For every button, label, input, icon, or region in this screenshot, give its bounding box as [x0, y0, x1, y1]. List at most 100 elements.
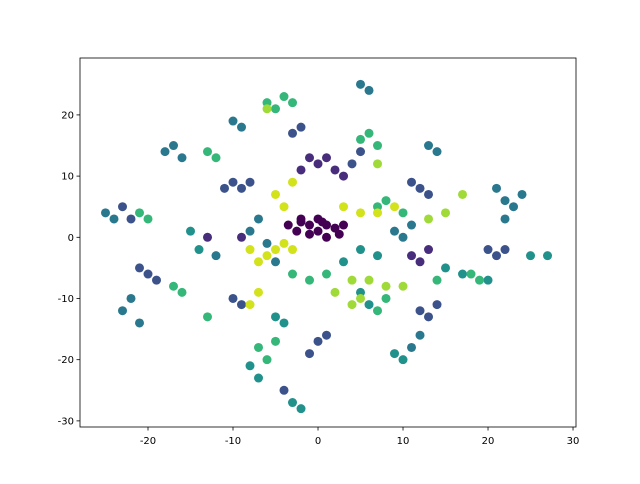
point — [373, 208, 383, 218]
point — [330, 287, 340, 297]
point — [483, 275, 493, 285]
point — [356, 293, 366, 303]
point — [347, 300, 357, 310]
point — [432, 300, 442, 310]
point — [313, 226, 323, 236]
point — [288, 177, 298, 187]
point — [135, 318, 145, 328]
point — [356, 245, 366, 255]
point — [373, 159, 383, 169]
x-tick-label: -20 — [140, 436, 156, 447]
point — [339, 257, 349, 267]
point — [254, 214, 264, 224]
point — [292, 226, 302, 236]
point — [356, 134, 366, 144]
point — [322, 232, 332, 242]
point — [169, 141, 179, 151]
point — [339, 202, 349, 212]
point — [288, 269, 298, 279]
point — [432, 147, 442, 157]
point — [313, 336, 323, 346]
point — [381, 196, 391, 206]
point — [500, 245, 510, 255]
point — [109, 214, 119, 224]
point — [279, 318, 289, 328]
point — [262, 251, 272, 261]
x-tick-label: 30 — [567, 436, 580, 447]
point — [271, 257, 281, 267]
point — [271, 104, 281, 114]
point — [220, 183, 230, 193]
point — [398, 281, 408, 291]
point — [296, 217, 306, 227]
point — [254, 342, 264, 352]
point — [441, 263, 451, 273]
point — [288, 98, 298, 108]
point — [279, 385, 289, 395]
point — [334, 229, 344, 239]
point — [288, 128, 298, 138]
point — [177, 287, 187, 297]
point — [407, 177, 417, 187]
point — [237, 183, 247, 193]
point — [373, 306, 383, 316]
point — [364, 275, 374, 285]
point — [245, 361, 255, 371]
point — [475, 275, 485, 285]
point — [356, 208, 366, 218]
point — [135, 208, 145, 218]
point — [228, 177, 238, 187]
point — [330, 165, 340, 175]
point — [347, 275, 357, 285]
point — [407, 342, 417, 352]
point — [305, 349, 315, 359]
point — [177, 153, 187, 163]
point — [143, 269, 153, 279]
point — [390, 349, 400, 359]
axes-frame — [79, 57, 577, 428]
point — [228, 293, 238, 303]
point — [288, 245, 298, 255]
point — [169, 281, 179, 291]
point — [228, 116, 238, 126]
point — [203, 312, 213, 322]
point — [203, 232, 213, 242]
point — [543, 251, 553, 261]
point — [466, 269, 476, 279]
point — [483, 245, 493, 255]
x-tick-label: 20 — [482, 436, 495, 447]
point — [322, 330, 332, 340]
point — [313, 159, 323, 169]
point — [364, 128, 374, 138]
point — [305, 153, 315, 163]
point — [254, 257, 264, 267]
point — [398, 355, 408, 365]
point — [432, 275, 442, 285]
point — [415, 183, 425, 193]
point — [500, 214, 510, 224]
point — [118, 202, 128, 212]
point — [118, 306, 128, 316]
point — [126, 214, 136, 224]
point — [381, 281, 391, 291]
point — [381, 293, 391, 303]
point — [517, 189, 527, 199]
x-tick-label: -10 — [225, 436, 241, 447]
point — [339, 220, 349, 230]
point — [398, 208, 408, 218]
y-tick-label: 10 — [61, 172, 74, 183]
point — [126, 293, 136, 303]
point — [415, 306, 425, 316]
point — [101, 208, 111, 218]
point — [237, 300, 247, 310]
point — [407, 220, 417, 230]
point — [500, 196, 510, 206]
point — [245, 226, 255, 236]
point — [152, 275, 162, 285]
point — [407, 251, 417, 261]
point — [271, 245, 281, 255]
x-tick-label: 10 — [397, 436, 410, 447]
y-tick-label: -20 — [58, 355, 74, 366]
point — [364, 300, 374, 310]
